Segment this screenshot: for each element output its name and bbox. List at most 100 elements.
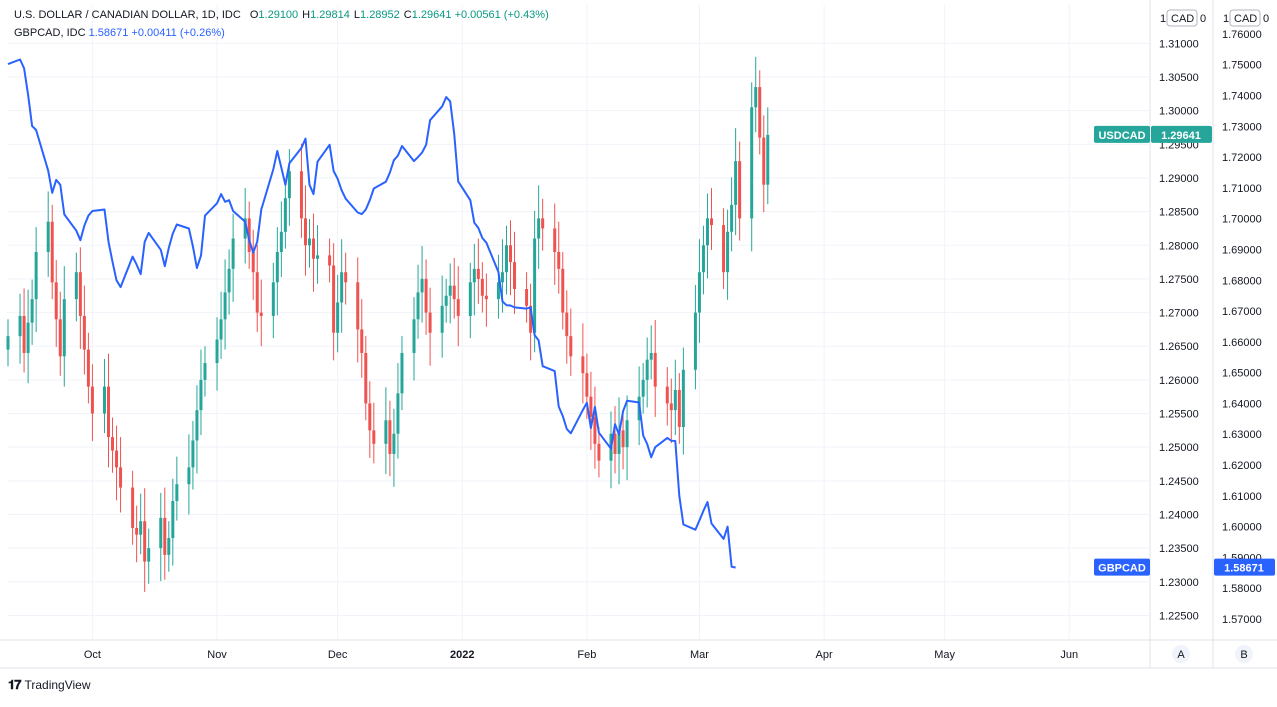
gbpcad-line[interactable] bbox=[7, 58, 736, 569]
candle-body bbox=[428, 312, 432, 333]
usdcad-tick-label: 1.31000 bbox=[1159, 38, 1199, 50]
gbpcad-name-badge-text: GBPCAD bbox=[1098, 563, 1146, 575]
candle-body bbox=[400, 352, 404, 394]
usdcad-tick-label: 1.30500 bbox=[1159, 72, 1199, 84]
candle-body bbox=[18, 315, 22, 337]
candle-body bbox=[34, 252, 38, 300]
candle-body bbox=[593, 416, 597, 444]
gbpcad-tick-label: 1.76000 bbox=[1222, 29, 1262, 41]
candle-body bbox=[541, 218, 545, 229]
candle-body bbox=[287, 171, 291, 199]
candle-body bbox=[86, 349, 90, 387]
gbpcad-tick-label: 1.69000 bbox=[1222, 244, 1262, 256]
price-axes[interactable]: 1.310001.305001.300001.295001.290001.285… bbox=[0, 0, 1277, 669]
usdcad-name-badge-text: USDCAD bbox=[1098, 130, 1145, 142]
candle-body bbox=[316, 255, 320, 259]
unit-label-left: CAD bbox=[1171, 13, 1194, 25]
candle-body bbox=[581, 356, 585, 374]
candle-body bbox=[730, 204, 734, 232]
gbpcad-tick-label: 1.58000 bbox=[1222, 583, 1262, 595]
candle-body bbox=[175, 484, 179, 502]
candle-body bbox=[693, 312, 697, 370]
usdcad-tick-label: 1.24000 bbox=[1159, 509, 1199, 521]
unit-label-left-suffix: 0 bbox=[1200, 13, 1206, 25]
ohlc-key-h: H bbox=[302, 9, 311, 21]
ohlc-values: O1.29100 H1.29814 L1.28952 C1.29641 bbox=[244, 9, 452, 21]
candle-body bbox=[271, 282, 275, 316]
candle-body bbox=[195, 410, 199, 441]
usdcad-candles[interactable] bbox=[6, 56, 770, 592]
scale-button-b-label: B bbox=[1240, 649, 1247, 661]
unit-label-right-suffix: 0 bbox=[1263, 13, 1269, 25]
gbpcad-tick-label: 1.60000 bbox=[1222, 522, 1262, 534]
candle-body bbox=[143, 521, 147, 562]
candle-body bbox=[537, 218, 541, 239]
candle-body bbox=[167, 538, 171, 555]
gbpcad-tick-label: 1.75000 bbox=[1222, 60, 1262, 72]
main-series-legend[interactable]: U.S. DOLLAR / CANADIAN DOLLAR, 1D, IDC O… bbox=[14, 9, 549, 21]
ohlc-value-c: 1.29641 bbox=[411, 9, 452, 21]
candle-body bbox=[332, 265, 336, 333]
compare-symbol-label[interactable]: GBPCAD, IDC bbox=[14, 27, 86, 39]
main-change: +0.00561 (+0.43%) bbox=[454, 9, 549, 21]
candle-body bbox=[388, 420, 392, 454]
candle-body bbox=[525, 289, 529, 306]
time-tick-label: Oct bbox=[84, 649, 101, 661]
time-tick-label: Jun bbox=[1060, 649, 1078, 661]
scale-button-a[interactable] bbox=[1172, 645, 1190, 663]
scale-button-b[interactable] bbox=[1235, 645, 1253, 663]
candle-body bbox=[312, 238, 316, 259]
candle-body bbox=[372, 430, 376, 444]
candle-body bbox=[396, 393, 400, 434]
candle-body bbox=[625, 420, 629, 448]
compare-series-legend[interactable]: GBPCAD, IDC 1.58671 +0.00411 (+0.26%) bbox=[14, 27, 225, 39]
gbpcad-tick-label: 1.64000 bbox=[1222, 398, 1262, 410]
gbpcad-tick-label: 1.62000 bbox=[1222, 460, 1262, 472]
candle-body bbox=[336, 302, 340, 333]
candle-body bbox=[78, 272, 82, 316]
candle-body bbox=[585, 373, 589, 397]
candle-body bbox=[191, 440, 195, 468]
candle-body bbox=[533, 238, 537, 333]
usdcad-tick-label: 1.23000 bbox=[1159, 577, 1199, 589]
ohlc-key-l: L bbox=[353, 9, 361, 21]
unit-label-left-prefix: 1 bbox=[1160, 13, 1166, 25]
footer-branding[interactable]: 𝟏𝟕 TradingView bbox=[8, 677, 91, 693]
ohlc-key-c: C bbox=[403, 9, 412, 21]
candle-body bbox=[597, 443, 601, 461]
candle-body bbox=[30, 299, 34, 323]
usdcad-tick-label: 1.28500 bbox=[1159, 207, 1199, 219]
candle-body bbox=[420, 278, 424, 293]
time-axis[interactable]: Oct Nov Dec 2022 Feb Mar Apr May Jun bbox=[84, 649, 1078, 661]
candle-body bbox=[669, 403, 673, 411]
candle-body bbox=[705, 218, 709, 246]
candle-body bbox=[299, 171, 303, 219]
candle-body bbox=[303, 218, 307, 246]
gbpcad-tick-label: 1.68000 bbox=[1222, 275, 1262, 287]
candle-body bbox=[215, 339, 219, 364]
candle-body bbox=[199, 379, 203, 411]
main-symbol-label[interactable]: U.S. DOLLAR / CANADIAN DOLLAR, 1D, IDC bbox=[14, 9, 241, 21]
candle-body bbox=[251, 252, 255, 273]
candle-body bbox=[681, 369, 685, 427]
usdcad-tick-label: 1.26500 bbox=[1159, 341, 1199, 353]
candle-body bbox=[356, 282, 360, 330]
gbpcad-tick-label: 1.61000 bbox=[1222, 491, 1262, 503]
usdcad-tick-label: 1.25500 bbox=[1159, 409, 1199, 421]
candle-body bbox=[557, 252, 561, 269]
time-tick-label: Nov bbox=[207, 649, 227, 661]
candle-body bbox=[758, 87, 762, 138]
candle-body bbox=[102, 386, 106, 414]
candle-body bbox=[6, 336, 10, 350]
usdcad-tick-label: 1.30000 bbox=[1159, 106, 1199, 118]
candle-body bbox=[529, 305, 533, 333]
candle-body bbox=[90, 386, 94, 414]
candle-body bbox=[561, 268, 565, 313]
candle-body bbox=[275, 252, 279, 283]
candle-body bbox=[82, 315, 86, 350]
gbpcad-tick-label: 1.67000 bbox=[1222, 306, 1262, 318]
candle-body bbox=[665, 386, 669, 404]
candle-body bbox=[344, 272, 348, 283]
